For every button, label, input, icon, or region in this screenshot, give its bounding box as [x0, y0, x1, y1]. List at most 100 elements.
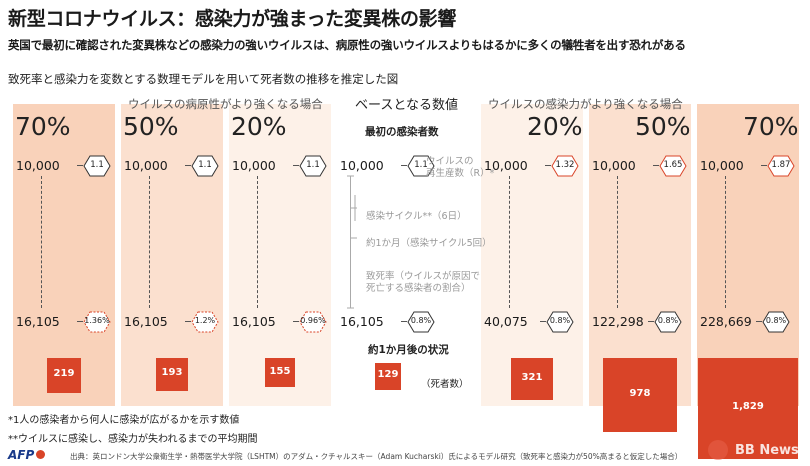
cases-after-value: 40,075 [484, 314, 528, 329]
death-bar [46, 358, 82, 393]
increase-percent-label: 50% [635, 112, 691, 141]
chart-subtitle: 英国で最初に確認された変異株などの感染力の強いウイルスは、病原性の強いウイルスよ… [8, 38, 686, 52]
r-value-hexagon: 1.1 [407, 155, 435, 177]
connector-line [77, 321, 83, 322]
death-bar [374, 363, 402, 390]
afp-logo: AFP [8, 448, 46, 462]
column-panel [697, 104, 799, 406]
r-value-label: 1.1 [414, 160, 428, 170]
death-value-label: 129 [377, 369, 399, 381]
cases-after-value: 16,105 [232, 314, 276, 329]
r-label: ウイルスの 再生産数（R）* [426, 156, 495, 179]
fatality-label: 0.8% [410, 316, 432, 325]
fatality-label: 0.8% [765, 316, 787, 325]
r-value-hexagon: 1.1 [191, 155, 219, 177]
connector-line [653, 165, 659, 166]
after-month-label: 約1か月後の状況 [368, 344, 449, 356]
death-value-label: 193 [161, 367, 183, 379]
fatality-hexagon: 0.8% [407, 311, 435, 333]
fatality-label: 1.36% [84, 316, 110, 325]
initial-cases-label: 最初の感染者数 [365, 126, 439, 138]
initial-cases-value: 10,000 [124, 158, 168, 173]
r-value-hexagon: 1.32 [551, 155, 579, 177]
r-value-hexagon: 1.87 [767, 155, 795, 177]
chart-title: 新型コロナウイルス：感染力が強まった変異株の影響 [8, 8, 457, 30]
fatality-label: 1.2% [194, 316, 216, 325]
fatality-label: 0.96% [300, 316, 326, 325]
death-value-label: 219 [53, 368, 75, 380]
r-value-label: 1.32 [555, 160, 575, 170]
initial-cases-value: 10,000 [16, 158, 60, 173]
connector-line [293, 321, 299, 322]
footnote-1: *1人の感染者から何人に感染が広がるかを示す数値 [8, 415, 240, 426]
month-label: 約1か月（感染サイクル5回） [366, 238, 492, 249]
cases-after-value: 122,298 [592, 314, 644, 329]
death-value-label: 155 [269, 365, 291, 377]
fatality-label: 0.8% [657, 316, 679, 325]
afp-dot-icon [36, 450, 46, 459]
connector-line [648, 321, 654, 322]
column-panel [121, 104, 223, 406]
death-bar [510, 358, 554, 401]
r-value-label: 1.1 [198, 160, 212, 170]
death-value-label: 978 [629, 387, 651, 399]
deaths-label: （死者数） [421, 379, 469, 390]
fatality-label: 致死率（ウイルスが原因で 死亡する感染者の割合） [366, 271, 481, 294]
fatality-hexagon: 0.8% [762, 311, 790, 333]
group-label-transmissibility: ウイルスの感染力がより強くなる場合 [488, 97, 683, 111]
timeline-dashed-line [725, 176, 726, 308]
r-value-hexagon: 1.1 [83, 155, 111, 177]
group-label-pathogenicity: ウイルスの病原性がより強くなる場合 [128, 97, 323, 111]
fatality-hexagon: 1.2% [191, 311, 219, 333]
timeline-dashed-line [509, 176, 510, 308]
chart-caption: 致死率と感染力を変数とする数理モデルを用いて死者数の推移を推定した図 [8, 72, 399, 86]
group-label-baseline: ベースとなる数値 [355, 98, 458, 113]
afp-logo-text: AFP [8, 448, 35, 462]
connector-line [540, 321, 546, 322]
connector-line [756, 321, 762, 322]
cases-after-value: 16,105 [124, 314, 168, 329]
r-value-label: 1.87 [771, 160, 791, 170]
cycle-label: 感染サイクル**（6日） [366, 211, 467, 222]
timeline-dashed-line [257, 176, 258, 308]
fatality-hexagon: 0.96% [299, 311, 327, 333]
initial-cases-value: 10,000 [484, 158, 528, 173]
death-value-label: 321 [521, 372, 543, 384]
initial-cases-value: 10,000 [592, 158, 636, 173]
source-note: 出典：英ロンドン大学公衆衛生学・熱帯医学大学院（LSHTM）のアダム・クチャルス… [70, 452, 683, 461]
timeline-dashed-line [149, 176, 150, 308]
cases-after-value: 16,105 [16, 314, 60, 329]
connector-line [77, 165, 83, 166]
column-panel [481, 104, 583, 406]
connector-line [545, 165, 551, 166]
r-value-hexagon: 1.1 [299, 155, 327, 177]
watermark-text: BB News [735, 443, 799, 458]
cases-after-value: 228,669 [700, 314, 752, 329]
r-value-label: 1.1 [306, 160, 320, 170]
death-bar [155, 358, 189, 391]
fatality-label: 0.8% [549, 316, 571, 325]
increase-percent-label: 70% [15, 112, 71, 141]
connector-line [185, 165, 191, 166]
connector-line [401, 165, 407, 166]
increase-percent-label: 20% [231, 112, 287, 141]
timeline-bracket [347, 175, 357, 309]
increase-percent-label: 70% [743, 112, 799, 141]
r-value-label: 1.65 [663, 160, 683, 170]
r-value-hexagon: 1.65 [659, 155, 687, 177]
r-value-label: 1.1 [90, 160, 104, 170]
footnote-2: **ウイルスに感染し、感染力が失われるまでの平均期間 [8, 434, 258, 445]
death-bar [603, 358, 677, 432]
fatality-hexagon: 1.36% [83, 311, 111, 333]
death-value-label: 1,829 [732, 401, 764, 413]
increase-percent-label: 20% [527, 112, 583, 141]
column-panel [229, 104, 331, 406]
connector-line [293, 165, 299, 166]
initial-cases-value: 10,000 [340, 158, 384, 173]
timeline-dashed-line [617, 176, 618, 308]
connector-line [185, 321, 191, 322]
initial-cases-value: 10,000 [232, 158, 276, 173]
timeline-dashed-line [41, 176, 42, 308]
column-panel [589, 104, 691, 406]
initial-cases-value: 10,000 [700, 158, 744, 173]
